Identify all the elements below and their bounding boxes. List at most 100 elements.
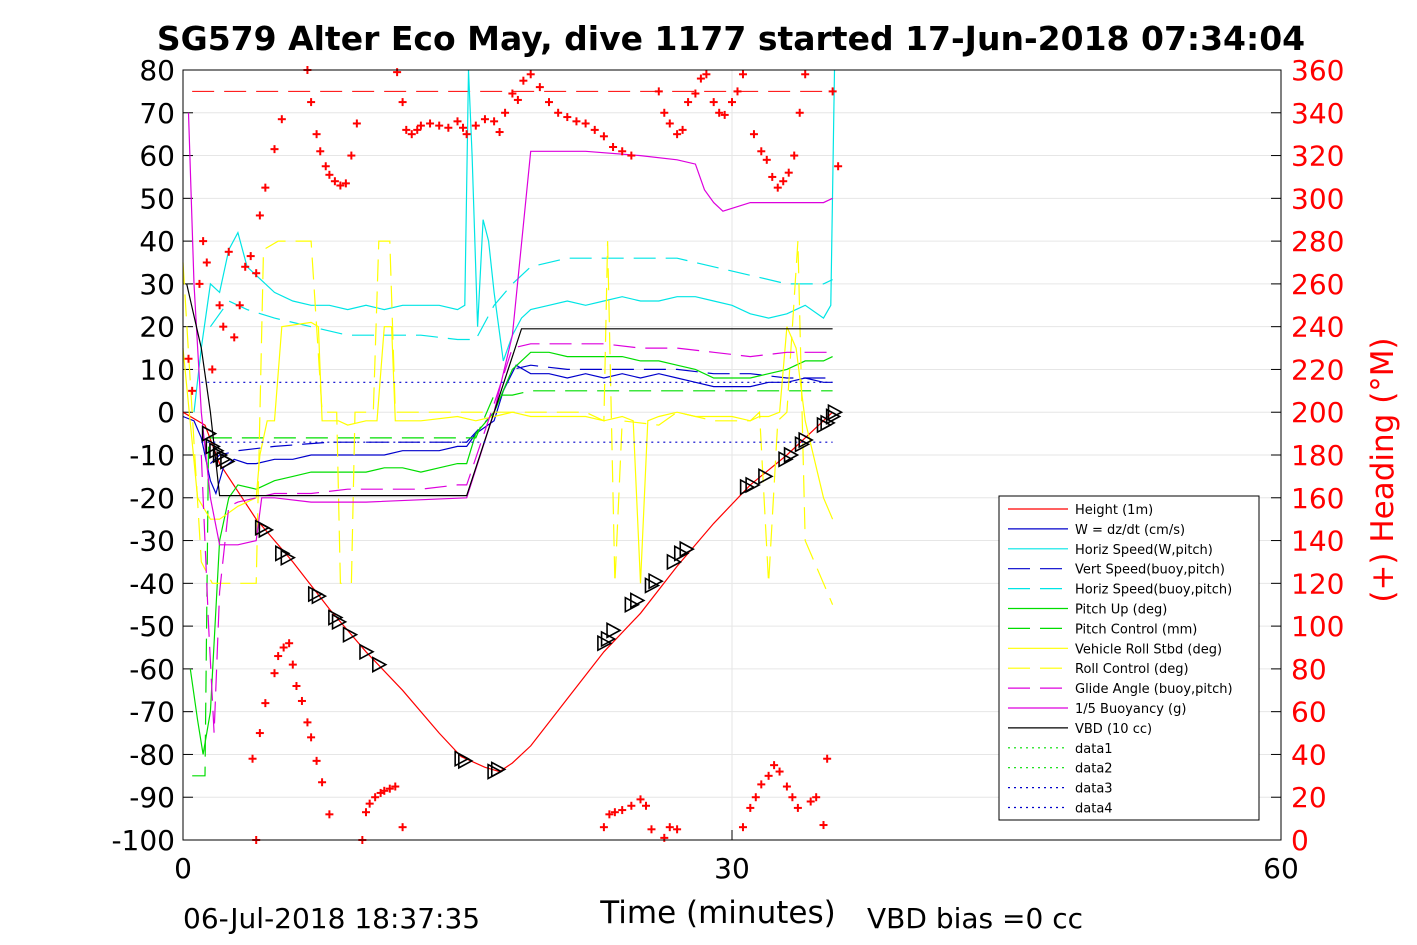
heading-point (654, 87, 663, 96)
heading-point (779, 177, 788, 186)
heading-point (738, 823, 747, 832)
triangle-marker (331, 613, 348, 631)
heading-point (702, 70, 711, 79)
right-y-tick-label: 300 (1291, 182, 1344, 215)
triangle-marker (783, 446, 800, 464)
heading-point (519, 76, 528, 85)
heading-point (673, 130, 682, 139)
heading-point (336, 181, 345, 190)
y-tick-label: -90 (129, 781, 175, 814)
heading-point (255, 729, 264, 738)
right-y-axis-label: (+) Heading (°M) (1365, 337, 1401, 602)
triangle-marker (212, 446, 229, 464)
triangle-marker (666, 553, 683, 571)
triangle-marker (342, 626, 359, 644)
right-y-tick-label: 160 (1291, 482, 1344, 515)
heading-point (782, 782, 791, 791)
triangle-marker (458, 752, 474, 770)
heading-point (312, 756, 321, 765)
heading-point (513, 95, 522, 104)
triangle-marker (372, 656, 388, 673)
legend-label: data4 (1075, 802, 1113, 817)
series-line-10 (187, 112, 833, 546)
heading-point (636, 795, 645, 804)
heading-point (330, 177, 339, 186)
heading-point (627, 151, 636, 160)
triangle-marker (794, 435, 811, 453)
y-tick-label: -80 (129, 738, 175, 771)
heading-point (610, 808, 619, 817)
legend-label: Vehicle Roll Stbd (deg) (1075, 642, 1222, 657)
heading-point (660, 108, 669, 117)
right-y-tick-label: 320 (1291, 140, 1344, 173)
heading-point (462, 130, 471, 139)
heading-point (665, 119, 674, 128)
legend-label: Roll Control (deg) (1075, 662, 1189, 677)
right-y-tick-label: 180 (1291, 439, 1344, 472)
heading-point (252, 269, 261, 278)
heading-point (501, 108, 510, 117)
heading-point (248, 754, 257, 763)
heading-point (208, 365, 217, 374)
heading-point (352, 119, 361, 128)
heading-point (715, 108, 724, 117)
triangle-marker (648, 572, 664, 590)
heading-point (793, 803, 802, 812)
heading-point (684, 98, 693, 107)
heading-point (757, 780, 766, 789)
legend: Height (1m) W = dz/dt (cm/s) Horiz Speed(W… (998, 495, 1260, 821)
heading-point (746, 803, 755, 812)
heading-point (678, 125, 687, 134)
heading-point (261, 699, 270, 708)
heading-point (733, 87, 742, 96)
triangle-marker (798, 431, 814, 449)
right-y-tick-label: 340 (1291, 97, 1344, 130)
heading-point (341, 179, 350, 188)
right-y-tick-label: 40 (1291, 738, 1327, 771)
heading-point (720, 110, 729, 119)
right-y-tick-label: 60 (1291, 696, 1327, 729)
heading-point (435, 121, 444, 130)
series-line-11 (186, 283, 833, 497)
legend-label: 1/5 Buoyancy (g) (1075, 702, 1186, 717)
series-line-8 (182, 240, 834, 605)
triangle-marker (359, 643, 375, 661)
heading-point (215, 301, 224, 310)
y-tick-label: 40 (139, 225, 175, 258)
heading-point (627, 801, 636, 810)
heading-point (768, 172, 777, 181)
heading-point (590, 125, 599, 134)
heading-point (195, 279, 204, 288)
series-line-9 (200, 343, 833, 734)
x-tick-label: 0 (174, 852, 192, 885)
right-y-tick-label: 120 (1291, 567, 1344, 600)
heading-point (581, 119, 590, 128)
heading-point (823, 754, 832, 763)
heading-point (279, 643, 288, 652)
heading-point (770, 761, 779, 770)
heading-point (806, 797, 815, 806)
heading-point (545, 98, 553, 107)
footer-vbd-bias: VBD bias =0 cc (867, 902, 1083, 935)
legend-label: data1 (1075, 742, 1113, 757)
right-y-tick-label: 220 (1291, 353, 1344, 386)
legend-label: data2 (1075, 762, 1113, 777)
heading-point (490, 117, 499, 126)
right-y-tick-label: 140 (1291, 525, 1344, 558)
triangle-marker (201, 425, 218, 442)
heading-point (660, 833, 669, 842)
heading-point (526, 70, 535, 79)
heading-point (784, 168, 793, 177)
triangle-marker (597, 634, 613, 652)
heading-point (325, 170, 334, 179)
right-y-tick-label: 20 (1291, 781, 1327, 814)
y-tick-label: -40 (129, 567, 175, 600)
heading-point (230, 333, 239, 342)
heading-point (673, 825, 682, 834)
triangle-marker (630, 592, 646, 609)
legend-label: data3 (1075, 782, 1113, 797)
heading-point (790, 151, 799, 160)
heading-point (407, 130, 416, 139)
heading-point (391, 782, 400, 791)
heading-point (347, 151, 356, 160)
